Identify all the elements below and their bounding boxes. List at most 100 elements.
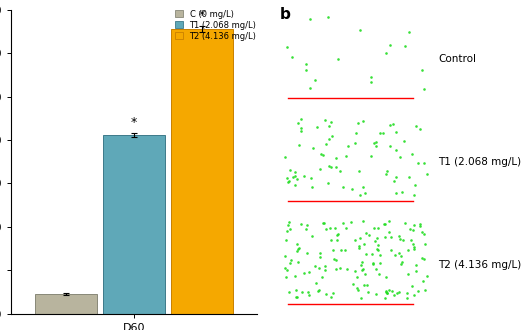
Text: *: * [199,9,205,22]
Point [398,259,407,264]
Point [365,233,373,238]
Point [303,250,312,255]
Point [404,248,412,253]
Point [293,294,302,300]
Point [322,226,331,231]
Point [315,250,324,256]
Point [390,179,398,184]
Point [308,184,316,189]
Point [280,154,289,159]
Point [410,293,418,298]
Point [316,255,324,260]
Legend: C (0 mg/L), T1 (2.068 mg/L), T2 (4.136 mg/L): C (0 mg/L), T1 (2.068 mg/L), T2 (4.136 m… [173,8,258,43]
Point [298,290,306,295]
Point [414,288,423,293]
Point [375,253,384,258]
Point [360,282,369,288]
Point [400,43,409,48]
Point [382,172,390,177]
Point [336,247,345,252]
Point [292,287,300,293]
Point [386,43,394,48]
Point [290,170,299,175]
Point [359,218,368,224]
Point [405,174,413,180]
Point [332,155,340,160]
Point [320,264,329,269]
Point [395,250,404,256]
Point [380,222,389,227]
Point [355,27,364,32]
Point [296,116,305,121]
Text: b: b [280,7,290,21]
Point [354,245,363,250]
Point [291,173,299,179]
Point [336,168,344,173]
Point [357,295,365,301]
Point [285,219,294,224]
Point [333,237,342,243]
Point [288,55,296,60]
Point [409,193,418,198]
Point [375,271,384,277]
Point [373,235,381,241]
Point [420,160,428,165]
Point [359,266,368,271]
Point [335,266,344,271]
Point [314,288,323,294]
Point [300,270,308,276]
Point [362,251,371,256]
Point [367,80,375,85]
Point [388,289,396,294]
Point [363,282,372,287]
Point [329,290,337,296]
Point [333,232,341,238]
Point [368,251,376,256]
Point [391,252,400,258]
Point [405,227,414,232]
Point [412,263,421,268]
Point [325,225,334,231]
Point [319,221,327,226]
Point [284,180,293,185]
Point [374,243,382,248]
Point [383,290,391,296]
Point [395,290,404,295]
Point [293,241,302,246]
Point [325,136,333,142]
Point [407,237,415,243]
Point [421,242,429,247]
Point [355,168,363,174]
Point [403,271,412,277]
Point [324,15,332,20]
Point [294,247,302,252]
Point [353,120,362,125]
Point [293,176,301,181]
Point [411,182,419,188]
Point [322,142,330,147]
Point [351,140,360,146]
Point [374,248,382,253]
Point [387,234,396,240]
Point [327,134,336,139]
Point [389,121,398,126]
Bar [170,29,233,314]
Text: T2 (4.136 mg/L): T2 (4.136 mg/L) [438,260,522,270]
Point [312,281,321,286]
Point [290,182,299,187]
Point [392,129,400,135]
Point [379,130,387,135]
Point [334,232,342,237]
Point [358,118,367,123]
Point [282,237,290,242]
Point [286,167,295,172]
Point [348,281,357,287]
Point [386,144,394,149]
Point [409,241,417,247]
Point [306,85,314,91]
Point [320,117,329,122]
Point [327,295,335,300]
Point [287,258,296,263]
Point [367,75,375,80]
Point [280,253,289,259]
